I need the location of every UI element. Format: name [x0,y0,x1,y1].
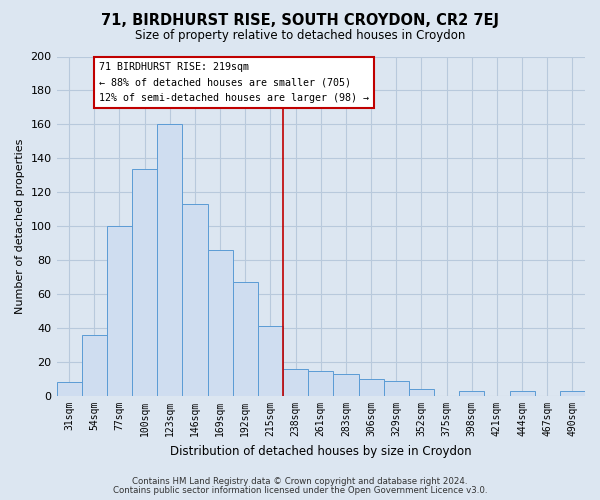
Bar [82,335,107,396]
Bar [383,381,409,396]
Bar [107,226,132,396]
Bar [409,390,434,396]
Bar [258,326,283,396]
Bar [459,391,484,396]
Bar [359,379,383,396]
Bar [208,250,233,396]
Bar [56,382,82,396]
X-axis label: Distribution of detached houses by size in Croydon: Distribution of detached houses by size … [170,444,472,458]
Text: 71 BIRDHURST RISE: 219sqm
← 88% of detached houses are smaller (705)
12% of semi: 71 BIRDHURST RISE: 219sqm ← 88% of detac… [100,62,370,103]
Text: Size of property relative to detached houses in Croydon: Size of property relative to detached ho… [135,29,465,42]
Bar [308,370,334,396]
Bar [334,374,359,396]
Bar [182,204,208,396]
Text: 71, BIRDHURST RISE, SOUTH CROYDON, CR2 7EJ: 71, BIRDHURST RISE, SOUTH CROYDON, CR2 7… [101,12,499,28]
Text: Contains public sector information licensed under the Open Government Licence v3: Contains public sector information licen… [113,486,487,495]
Y-axis label: Number of detached properties: Number of detached properties [15,138,25,314]
Bar [132,168,157,396]
Bar [560,391,585,396]
Bar [157,124,182,396]
Text: Contains HM Land Registry data © Crown copyright and database right 2024.: Contains HM Land Registry data © Crown c… [132,477,468,486]
Bar [509,391,535,396]
Bar [283,369,308,396]
Bar [233,282,258,396]
